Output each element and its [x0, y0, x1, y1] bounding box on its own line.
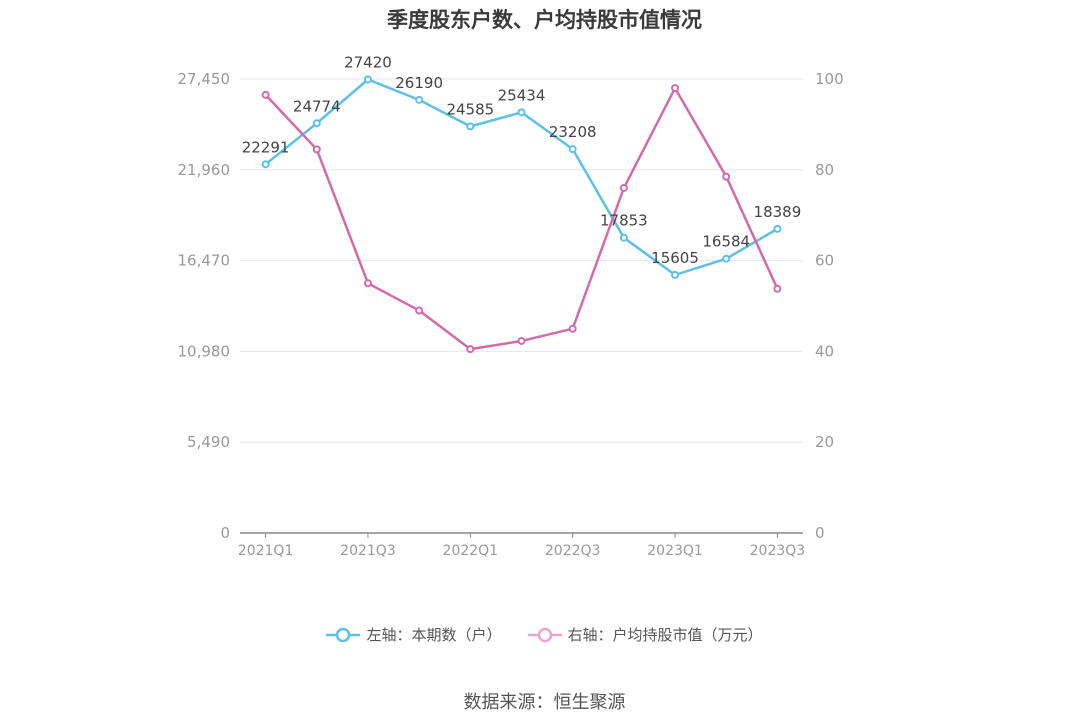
- data-point-right: [466, 345, 475, 354]
- data-label: 24585: [446, 100, 494, 118]
- legend-label-right: 右轴：户均持股市值（万元）: [567, 626, 763, 644]
- data-label: 17853: [600, 212, 648, 230]
- data-label: 18389: [754, 203, 802, 221]
- right-axis-tick-label: 100: [815, 70, 844, 88]
- x-axis-tick-label: 2023Q3: [750, 543, 806, 559]
- data-label: 23208: [549, 123, 597, 141]
- left-axis-tick-label: 27,450: [178, 70, 231, 88]
- data-point-right: [619, 183, 628, 192]
- data-point-right: [415, 306, 424, 315]
- x-axis-tick-label: 2022Q1: [443, 543, 499, 559]
- data-point-right: [517, 336, 526, 345]
- left-axis-tick-label: 21,960: [178, 161, 231, 179]
- chart-legend: 左轴：本期数（户） 右轴：户均持股市值（万元）: [0, 624, 1089, 645]
- data-label: 25434: [498, 86, 546, 104]
- data-label: 26190: [395, 74, 443, 92]
- data-label: 16584: [702, 233, 750, 251]
- data-point-left: [568, 145, 577, 154]
- series-line-right: [264, 85, 779, 351]
- data-point-left: [517, 108, 526, 117]
- data-point-left: [261, 160, 270, 169]
- data-point-left: [415, 95, 424, 104]
- data-point-left: [466, 122, 475, 131]
- data-point-left: [722, 254, 731, 263]
- right-axis-tick-label: 20: [815, 433, 834, 451]
- legend-swatch-circle-icon: [326, 627, 361, 642]
- legend-swatch-circle-icon: [527, 627, 562, 642]
- legend-item-left[interactable]: 左轴：本期数（户）: [326, 624, 502, 645]
- x-axis-tick-label: 2021Q3: [340, 543, 396, 559]
- data-point-right: [671, 84, 680, 93]
- right-axis-tick-label: 0: [815, 524, 825, 542]
- data-point-right: [363, 279, 372, 288]
- x-axis-tick-label: 2022Q3: [545, 543, 601, 559]
- legend-item-right[interactable]: 右轴：户均持股市值（万元）: [527, 624, 763, 645]
- data-label: 24774: [293, 97, 341, 115]
- left-axis-tick-label: 16,470: [178, 252, 231, 270]
- data-point-right: [261, 90, 270, 99]
- data-point-left: [671, 270, 680, 279]
- left-axis-tick-label: 0: [220, 524, 230, 542]
- data-point-left: [312, 119, 321, 128]
- left-axis-tick-label: 10,980: [178, 342, 231, 360]
- chart-plot: 0 5,490 10,980 16,470 21,960 27,450 0 20 40 60 80 1…: [178, 53, 844, 559]
- chart-title: 季度股东户数、户均持股市值情况: [387, 8, 702, 32]
- data-point-right: [568, 324, 577, 333]
- legend-label-left: 左轴：本期数（户）: [366, 626, 502, 644]
- left-axis-tick-label: 5,490: [187, 433, 230, 451]
- data-point-left: [773, 224, 782, 233]
- data-point-right: [773, 284, 782, 293]
- data-source: 数据来源：恒生聚源: [463, 692, 626, 713]
- right-axis-tick-label: 60: [815, 252, 834, 270]
- right-axis-tick-label: 40: [815, 342, 834, 360]
- x-axis-tick-label: 2021Q1: [238, 543, 294, 559]
- data-point-left: [619, 233, 628, 242]
- right-axis-tick-label: 80: [815, 161, 834, 179]
- data-point-right: [722, 172, 731, 181]
- data-label: 22291: [242, 138, 290, 156]
- data-label: 15605: [651, 249, 699, 267]
- data-point-right: [312, 145, 321, 154]
- data-label: 27420: [344, 53, 392, 71]
- x-axis-tick-label: 2023Q1: [647, 543, 703, 559]
- data-point-left: [363, 75, 372, 84]
